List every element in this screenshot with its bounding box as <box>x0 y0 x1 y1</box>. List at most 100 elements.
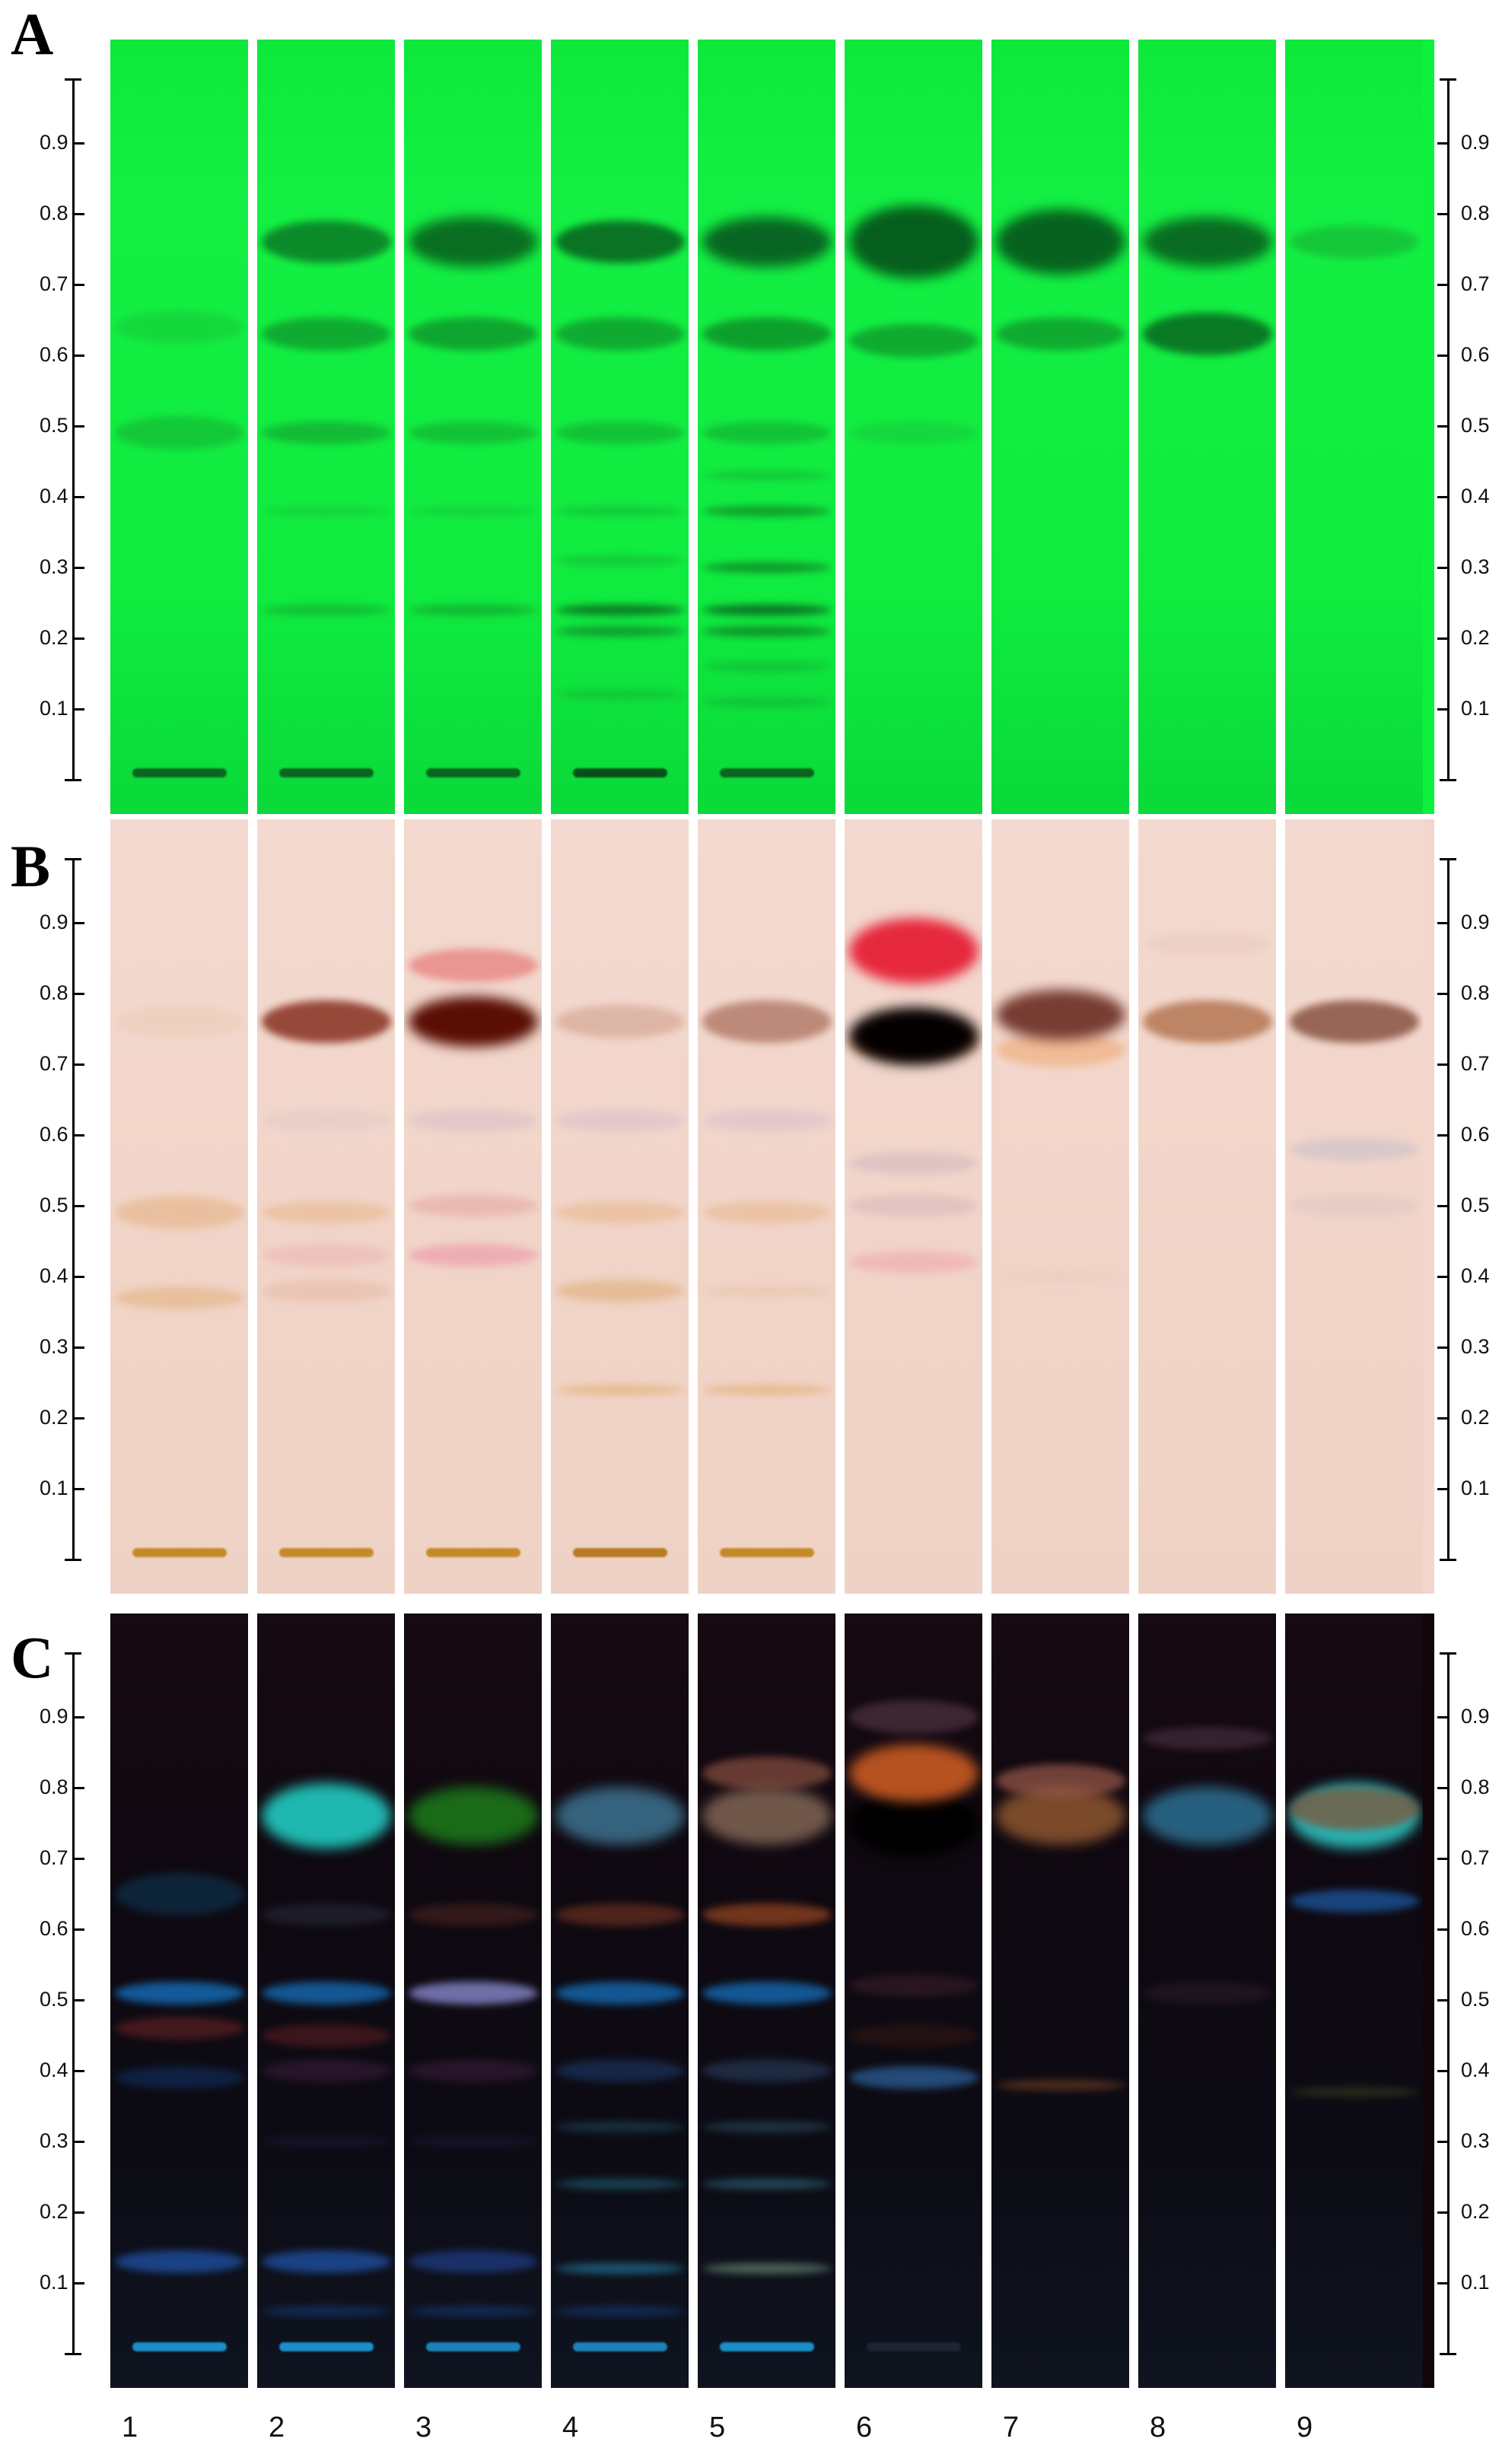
rf-tick <box>1437 1205 1449 1207</box>
lane-6-b <box>845 819 982 1594</box>
rf-tick <box>72 284 84 286</box>
lane-separator <box>542 1614 551 2388</box>
lane-number-5: 5 <box>709 2412 726 2443</box>
rf-tick <box>1437 2211 1449 2214</box>
band <box>555 604 685 615</box>
band <box>702 1787 832 1846</box>
lane-7-b <box>991 819 1129 1594</box>
rf-tick <box>72 1928 84 1931</box>
band <box>278 768 374 777</box>
rf-tick-label: 0.8 <box>1461 202 1490 224</box>
rf-tick <box>1437 1134 1449 1137</box>
band <box>261 421 391 445</box>
rf-tick <box>1437 142 1449 145</box>
band <box>1289 225 1419 259</box>
band <box>702 1981 832 2005</box>
band <box>702 1109 832 1133</box>
band <box>995 317 1125 351</box>
axis-end-tick <box>65 2353 81 2355</box>
rf-axis-right-a <box>1447 79 1449 780</box>
band <box>408 1787 538 1846</box>
band <box>1142 932 1272 955</box>
band <box>555 555 685 566</box>
rf-tick <box>1437 496 1449 498</box>
rf-tick <box>72 1716 84 1718</box>
band <box>1289 1137 1419 1161</box>
rf-tick-label: 0.3 <box>40 2129 68 2152</box>
rf-tick <box>72 637 84 640</box>
band <box>114 310 244 344</box>
band <box>572 1547 667 1557</box>
rf-tick <box>1437 1858 1449 1860</box>
rf-tick-label: 0.9 <box>1461 1705 1490 1728</box>
lane-5-c <box>698 1614 835 2388</box>
rf-tick <box>72 1417 84 1420</box>
rf-tick <box>1437 354 1449 357</box>
rf-tick-label: 0.9 <box>40 911 68 933</box>
band <box>555 1787 685 1846</box>
rf-tick-label: 0.1 <box>40 1477 68 1499</box>
lane-separator <box>542 819 551 1594</box>
lane-number-9: 9 <box>1297 2412 1313 2443</box>
rf-tick <box>72 993 84 995</box>
rf-tick-label: 0.2 <box>1461 2200 1490 2223</box>
band <box>261 1244 391 1267</box>
rf-tick-label: 0.9 <box>40 131 68 154</box>
band <box>408 2250 538 2274</box>
lane-7-a <box>991 40 1129 814</box>
rf-tick-label: 0.4 <box>40 485 68 507</box>
rf-tick <box>72 1063 84 1066</box>
lane-separator <box>1276 40 1285 814</box>
lane-8-b <box>1138 819 1276 1594</box>
band <box>866 2342 961 2351</box>
band <box>1289 2086 1419 2097</box>
lane-number-2: 2 <box>269 2412 285 2443</box>
band <box>261 317 391 351</box>
band <box>555 2263 685 2275</box>
band <box>702 625 832 637</box>
band <box>261 2306 391 2317</box>
rf-tick <box>1437 708 1449 711</box>
band <box>702 1384 832 1395</box>
rf-tick-label: 0.6 <box>40 1123 68 1146</box>
band <box>408 421 538 445</box>
lane-1-c <box>110 1614 248 2388</box>
rf-tick <box>1437 993 1449 995</box>
band <box>555 421 685 445</box>
rf-tick-label: 0.1 <box>1461 1477 1490 1499</box>
band <box>702 2178 832 2189</box>
band <box>555 221 685 264</box>
rf-tick-label: 0.6 <box>40 1917 68 1940</box>
rf-tick <box>1437 1417 1449 1420</box>
band <box>1142 1726 1272 1750</box>
rf-tick <box>72 1134 84 1137</box>
panel-label-a: A <box>11 1 54 67</box>
rf-axis-left-c <box>72 1653 75 2354</box>
band <box>425 1547 520 1557</box>
band <box>261 1903 391 1927</box>
band <box>702 562 832 573</box>
lane-9-a <box>1285 40 1423 814</box>
band <box>848 1700 979 1734</box>
rf-tick <box>1437 1346 1449 1349</box>
rf-tick-label: 0.2 <box>1461 1406 1490 1429</box>
rf-tick <box>1437 1999 1449 2001</box>
band <box>408 217 538 268</box>
rf-tick <box>1437 1787 1449 1789</box>
rf-tick <box>72 2211 84 2214</box>
band <box>848 205 979 279</box>
lane-number-3: 3 <box>415 2412 432 2443</box>
band <box>261 2250 391 2274</box>
lane-number-7: 7 <box>1003 2412 1020 2443</box>
band <box>261 1279 391 1302</box>
lane-3-a <box>404 40 542 814</box>
band <box>555 2122 685 2133</box>
band <box>114 1872 244 1916</box>
lane-number-8: 8 <box>1150 2412 1166 2443</box>
axis-end-tick <box>1440 2353 1456 2355</box>
band <box>848 2066 979 2090</box>
band <box>555 1981 685 2005</box>
band <box>572 2342 667 2351</box>
band <box>848 1194 979 1217</box>
rf-tick-label: 0.7 <box>1461 1846 1490 1869</box>
